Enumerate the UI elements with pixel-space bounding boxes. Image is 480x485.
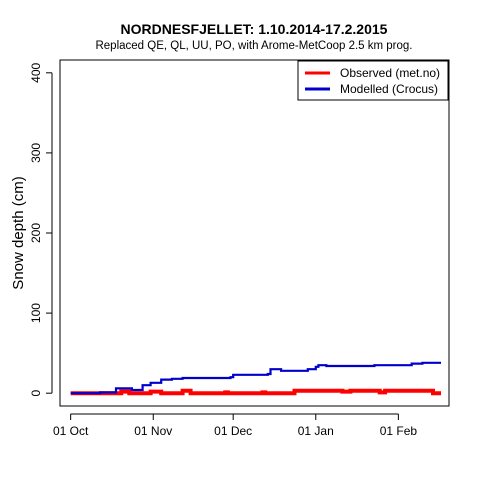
x-tick-label: 01 Nov	[134, 424, 172, 438]
x-tick-label: 01 Dec	[214, 424, 252, 438]
x-axis: 01 Oct 01 Nov 01 Dec 01 Jan 01 Feb	[53, 413, 418, 438]
x-tick-label: 01 Feb	[380, 424, 418, 438]
chart-title: NORDNESFJELLET: 1.10.2014-17.2.2015	[121, 21, 388, 37]
y-tick-label: 100	[29, 303, 43, 323]
y-tick-label: 400	[29, 62, 43, 82]
legend-box	[297, 60, 449, 101]
x-tick-label: 01 Oct	[53, 424, 89, 438]
y-tick-label: 200	[29, 223, 43, 243]
legend-label: Observed (met.no)	[340, 66, 440, 80]
y-tick-label: 300	[29, 143, 43, 163]
series-line-observed	[70, 388, 441, 396]
plot-frame	[59, 59, 450, 407]
x-tick-label: 01 Jan	[298, 424, 334, 438]
y-tick-label: 0	[29, 390, 43, 397]
series-layer	[70, 361, 441, 396]
legend: Observed (met.no) Modelled (Crocus)	[297, 60, 449, 101]
legend-label: Modelled (Crocus)	[340, 82, 438, 96]
y-axis: 0 100 200 300 400	[29, 62, 53, 397]
y-axis-label: Snow depth (cm)	[10, 176, 27, 289]
chart-subtitle: Replaced QE, QL, UU, PO, with Arome-MetC…	[95, 40, 412, 52]
series-line-modelled	[70, 361, 441, 395]
